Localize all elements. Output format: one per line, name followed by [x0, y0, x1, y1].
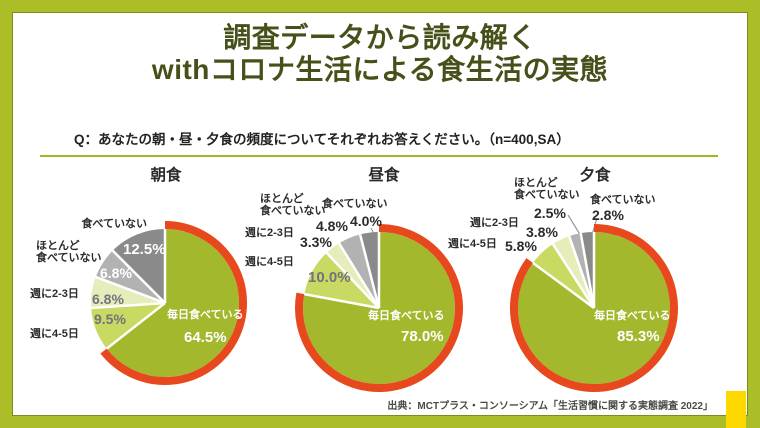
- title-line2: withコロナ生活による食生活の実態: [151, 54, 609, 85]
- slice-label-week45: 週に4-5日: [30, 328, 79, 340]
- slice-value-none: 12.5%: [123, 241, 166, 258]
- slice-value-week23: 3.3%: [300, 234, 332, 250]
- slice-label-daily: 毎日食べている: [594, 310, 671, 322]
- slice-label-rare-line1: ほとんど: [36, 240, 80, 252]
- pie-lunch: [294, 224, 463, 392]
- source-note: 出典：MCTプラス・コンソーシアム「生活習慣に関する実態調査 2022」: [387, 401, 713, 412]
- slice-label-rare: ほとんど 食べていない: [260, 193, 326, 217]
- slice-label-week45: 週に4-5日: [448, 238, 497, 250]
- slice-value-none: 2.8%: [592, 207, 624, 223]
- corner-accent: [726, 391, 746, 428]
- page-title: 調査データから読み解く withコロナ生活による食生活の実態: [13, 22, 747, 86]
- divider-line: [40, 155, 718, 157]
- slice-label-rare: ほとんど 食べていない: [36, 240, 102, 264]
- slice-value-week45: 9.5%: [94, 311, 126, 327]
- slice-value-none: 4.0%: [350, 213, 382, 229]
- slice-label-week23: 週に2-3日: [245, 227, 294, 239]
- chart-title-breakfast: 朝食: [150, 167, 182, 184]
- slice-value-rare: 6.8%: [100, 265, 132, 281]
- slice-value-daily: 78.0%: [401, 328, 444, 345]
- slice-value-rare: 2.5%: [534, 205, 566, 221]
- slice-label-rare: ほとんど 食べていない: [514, 177, 580, 201]
- slice-label-week23: 週に2-3日: [470, 217, 519, 229]
- slice-value-week45: 5.8%: [505, 238, 537, 254]
- leader-line-rare: [567, 214, 582, 237]
- slice-value-daily: 85.3%: [617, 328, 660, 345]
- slice-label-rare-line2: 食べていない: [260, 205, 326, 217]
- slice-label-daily: 毎日食べている: [167, 309, 244, 321]
- slice-value-week23: 3.8%: [526, 224, 558, 240]
- chart-title-dinner: 夕食: [579, 167, 611, 184]
- slice-value-daily: 64.5%: [184, 329, 227, 346]
- slice-label-rare-line2: 食べていない: [514, 189, 580, 201]
- slice-label-none: 食べていない: [590, 194, 656, 206]
- slice-label-daily: 毎日食べている: [368, 310, 445, 322]
- slice-value-week23: 6.8%: [92, 291, 124, 307]
- title-line1: 調査データから読み解く: [223, 22, 537, 53]
- pie-dinner: [510, 214, 678, 392]
- slice-label-rare-line1: ほとんど: [514, 177, 558, 189]
- slice-label-week23: 週に2-3日: [30, 288, 79, 300]
- survey-question: Q：あなたの朝・昼・夕食の頻度についてそれぞれお答えください。（n=400,SA…: [74, 132, 570, 147]
- slice-value-week45: 10.0%: [308, 269, 351, 286]
- slice-label-none: 食べていない: [322, 198, 388, 210]
- chart-title-lunch: 昼食: [368, 167, 400, 184]
- slice-label-rare-line2: 食べていない: [36, 252, 102, 264]
- slice-value-rare: 4.8%: [316, 218, 348, 234]
- slice-label-week45: 週に4-5日: [245, 256, 294, 268]
- pie-breakfast: [91, 221, 247, 385]
- slice-label-none: 食べていない: [81, 218, 147, 230]
- slice-label-rare-line1: ほとんど: [260, 193, 304, 205]
